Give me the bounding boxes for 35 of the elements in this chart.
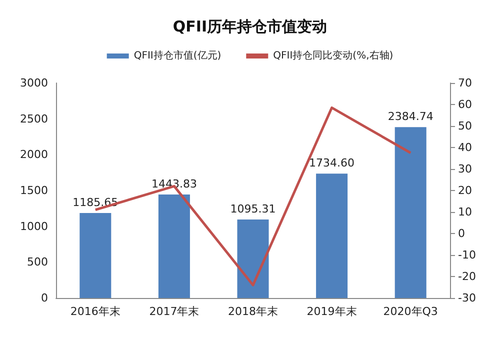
- x-tick-label: 2018年末: [228, 305, 278, 318]
- y2-tick-label: 0: [458, 227, 465, 240]
- y2-tick-label: -30: [458, 292, 476, 304]
- y2-tick-label: 30: [458, 162, 472, 176]
- chart-title: QFII历年持仓市值变动: [172, 18, 328, 36]
- x-tick-label: 2019年末: [306, 305, 357, 318]
- y-tick-label: 0: [41, 292, 48, 304]
- y2-tick-label: 40: [458, 141, 472, 154]
- y-tick-label: 1000: [20, 220, 48, 233]
- y2-tick-label: 10: [458, 206, 472, 218]
- data-label: 1095.31: [230, 202, 276, 216]
- y2-tick-label: 70: [458, 76, 472, 90]
- data-label: 2384.74: [388, 110, 434, 124]
- y2-tick-label: -10: [458, 248, 476, 262]
- y2-tick-label: 60: [458, 98, 472, 111]
- y-tick-label: 2500: [20, 112, 48, 126]
- y-tick-label: 3000: [20, 76, 48, 90]
- data-label: 1443.83: [151, 178, 197, 191]
- legend-label: QFII持仓同比变动(%,右轴): [273, 50, 394, 62]
- y2-tick-label: -20: [458, 270, 476, 283]
- bar: [158, 194, 190, 298]
- y2-tick-label: 20: [458, 184, 472, 197]
- data-label: 1734.60: [309, 156, 355, 170]
- y-tick-label: 2000: [20, 148, 48, 162]
- x-tick-label: 2020年Q3: [383, 305, 438, 318]
- bar: [394, 127, 426, 298]
- bar: [316, 174, 348, 298]
- bar: [80, 213, 112, 298]
- x-tick-label: 2016年末: [70, 305, 120, 318]
- legend-label: QFII持仓市值(亿元): [134, 50, 222, 62]
- bar: [237, 220, 269, 298]
- y-tick-label: 1500: [20, 184, 48, 197]
- x-tick-label: 2017年末: [149, 305, 200, 318]
- y-tick-label: 500: [27, 256, 48, 269]
- y2-tick-label: 50: [458, 120, 472, 132]
